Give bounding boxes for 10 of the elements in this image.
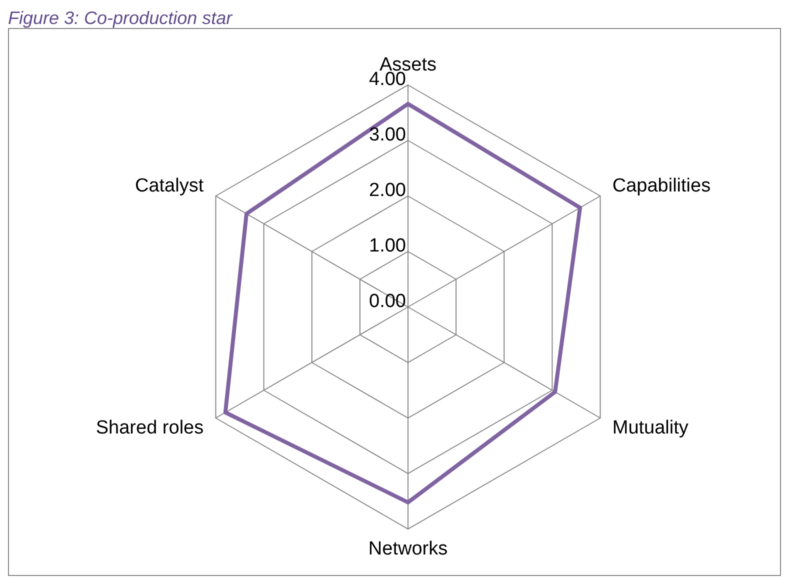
spoke-label: Catalyst	[134, 176, 204, 196]
spoke-label: Mutuality	[612, 418, 689, 438]
y-tick-label: 2.00	[369, 180, 406, 201]
y-tick-label: 1.00	[369, 236, 406, 256]
y-tick-label: 3.00	[369, 124, 406, 146]
y-tick-label: 0.00	[369, 291, 406, 312]
spoke-label: Networks	[368, 538, 448, 560]
spoke-label: Shared roles	[96, 418, 204, 438]
spoke-label: Capabilities	[612, 176, 711, 196]
chart-title: Figure 3: Co-production star	[8, 8, 234, 28]
